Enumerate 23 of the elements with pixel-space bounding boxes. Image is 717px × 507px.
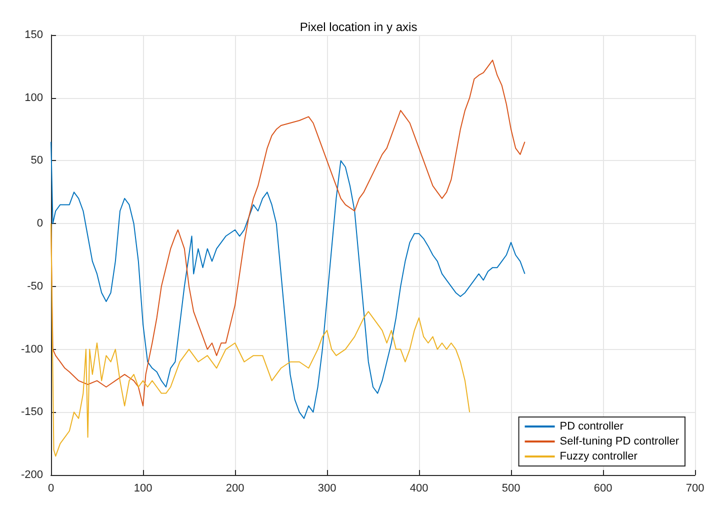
line-series: [50, 141, 526, 419]
legend-label: PD controller: [560, 420, 624, 432]
x-tick-label: 400: [410, 482, 428, 494]
y-tick-label: -100: [20, 343, 43, 356]
x-tick-label: 100: [134, 482, 152, 494]
y-tick-label: -50: [27, 280, 43, 292]
legend-label: Fuzzy controller: [560, 450, 638, 462]
x-tick-label: 700: [686, 482, 704, 494]
chart-title: Pixel location in y axis: [300, 20, 418, 34]
x-tick-label: 600: [594, 482, 612, 494]
x-tick-label: 300: [318, 482, 336, 494]
y-tick-label: 50: [30, 154, 43, 167]
y-tick-label: 0: [36, 218, 43, 230]
y-tick-label: -200: [20, 469, 43, 481]
y-tick-label: 150: [24, 29, 43, 41]
y-tick-label: 100: [24, 92, 43, 104]
line-series: [50, 223, 470, 457]
y-tick-label: -150: [20, 406, 43, 418]
x-tick-label: 200: [226, 482, 244, 494]
x-tick-label: 0: [48, 482, 54, 494]
x-tick-label: 500: [502, 482, 520, 494]
legend-label: Self-tuning PD controller: [560, 436, 680, 448]
line-series: [50, 60, 526, 406]
